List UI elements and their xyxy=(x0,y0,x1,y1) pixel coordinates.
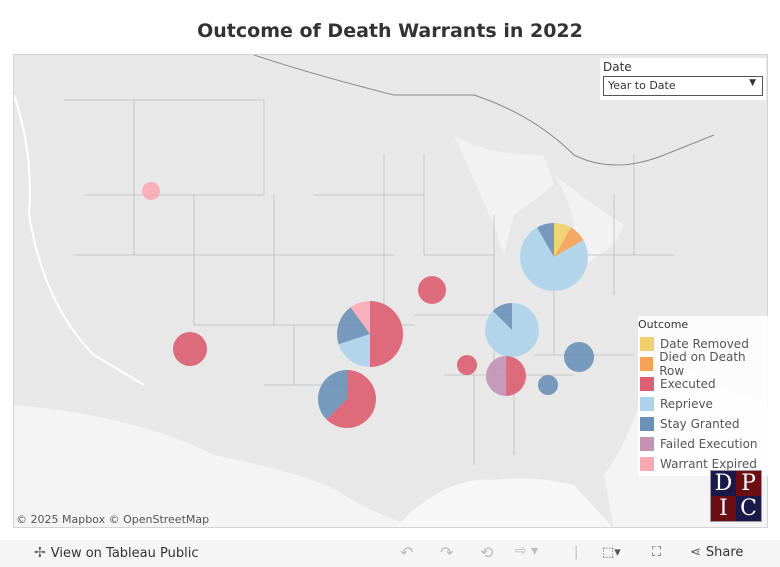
logo-letter: P xyxy=(736,471,761,496)
pie-slice-oklahoma[interactable] xyxy=(338,334,370,367)
pie-slice-texas[interactable] xyxy=(326,370,377,428)
legend-item[interactable]: Died on Death Row xyxy=(638,350,768,378)
legend: Outcome Date Removed Died on Death Row Exe… xyxy=(638,316,768,476)
legend-label: Date Removed xyxy=(660,337,749,351)
date-select-value: Year to Date xyxy=(608,79,676,92)
share-icon: ⋖ xyxy=(690,545,701,560)
dpic-logo[interactable]: D P I C xyxy=(710,470,762,522)
map-attribution[interactable]: © 2025 Mapbox © OpenStreetMap xyxy=(16,513,210,526)
share-button[interactable]: ⋖ Share xyxy=(690,545,743,560)
date-filter-label: Date xyxy=(603,60,632,74)
legend-label: Died on Death Row xyxy=(659,350,746,378)
legend-swatch xyxy=(640,377,654,391)
legend-item[interactable]: Warrant Expired xyxy=(638,454,768,474)
pie-slice-texas[interactable] xyxy=(318,370,347,420)
pie-slice-oklahoma[interactable] xyxy=(350,301,370,334)
date-filter: Date Year to Date ▼ xyxy=(600,58,766,100)
legend-label: Failed Execution xyxy=(660,437,758,451)
pie-slice-arizona[interactable] xyxy=(173,332,207,366)
pie-slice-georgia[interactable] xyxy=(538,375,558,395)
pie-slice-ohio[interactable] xyxy=(537,223,554,257)
refresh-icon[interactable]: ⇨ ▾ xyxy=(515,543,539,559)
pie-slice-oklahoma[interactable] xyxy=(337,307,370,345)
legend-item[interactable]: Reprieve xyxy=(638,394,768,414)
dropdown-arrow-icon: ▼ xyxy=(749,78,756,88)
legend-item[interactable]: Executed xyxy=(638,374,768,394)
undo-icon[interactable]: ↶ xyxy=(400,543,414,562)
pie-slice-ohio[interactable] xyxy=(520,227,588,291)
pie-slice-oklahoma[interactable] xyxy=(370,301,403,367)
pie-slice-mississippi[interactable] xyxy=(457,355,477,375)
legend-item[interactable]: Failed Execution xyxy=(638,434,768,454)
toolbar-divider: | xyxy=(574,545,579,560)
view-on-tableau-button[interactable]: ✢ View on Tableau Public xyxy=(34,545,198,561)
download-icon[interactable]: ⬚▾ xyxy=(602,545,621,560)
tableau-icon: ✢ xyxy=(34,545,46,561)
legend-swatch xyxy=(640,337,654,351)
pie-slice-alabama[interactable] xyxy=(506,356,526,396)
logo-letter: D xyxy=(711,471,736,496)
map[interactable] xyxy=(13,54,768,528)
chart-title: Outcome of Death Warrants in 2022 xyxy=(197,20,583,42)
legend-item[interactable]: Stay Granted xyxy=(638,414,768,434)
legend-label: Warrant Expired xyxy=(660,457,757,471)
pie-slice-alabama[interactable] xyxy=(486,356,506,396)
pie-slice-missouri[interactable] xyxy=(418,276,446,304)
fullscreen-icon[interactable]: ⛶ xyxy=(652,545,662,560)
legend-item[interactable]: Date Removed xyxy=(638,334,768,354)
legend-title: Outcome xyxy=(638,318,689,331)
pie-slice-south-carolina[interactable] xyxy=(564,342,594,372)
logo-letter: I xyxy=(711,496,736,521)
legend-label: Reprieve xyxy=(660,397,713,411)
legend-swatch xyxy=(640,417,654,431)
legend-swatch xyxy=(640,437,654,451)
legend-label: Stay Granted xyxy=(660,417,740,431)
revert-icon[interactable]: ⟲ xyxy=(480,543,494,562)
pie-slice-tennessee[interactable] xyxy=(492,303,512,330)
date-select[interactable]: Year to Date ▼ xyxy=(603,76,763,96)
view-on-tableau-label: View on Tableau Public xyxy=(50,545,199,561)
share-label: Share xyxy=(705,545,744,560)
map-basemap xyxy=(14,55,767,527)
toolbar: ✢ View on Tableau Public ↶ ↷ ⟲ ⇨ ▾ | ⬚▾ … xyxy=(0,540,780,567)
legend-label: Executed xyxy=(660,377,716,391)
pie-slice-ohio[interactable] xyxy=(554,227,584,257)
pie-slice-ohio[interactable] xyxy=(554,223,571,257)
pie-slice-tennessee[interactable] xyxy=(484,303,539,357)
legend-swatch xyxy=(640,457,654,471)
legend-swatch xyxy=(640,397,654,411)
pie-slice-idaho[interactable] xyxy=(142,182,160,200)
legend-swatch xyxy=(640,357,654,371)
logo-letter: C xyxy=(736,496,761,521)
redo-icon[interactable]: ↷ xyxy=(440,543,454,562)
